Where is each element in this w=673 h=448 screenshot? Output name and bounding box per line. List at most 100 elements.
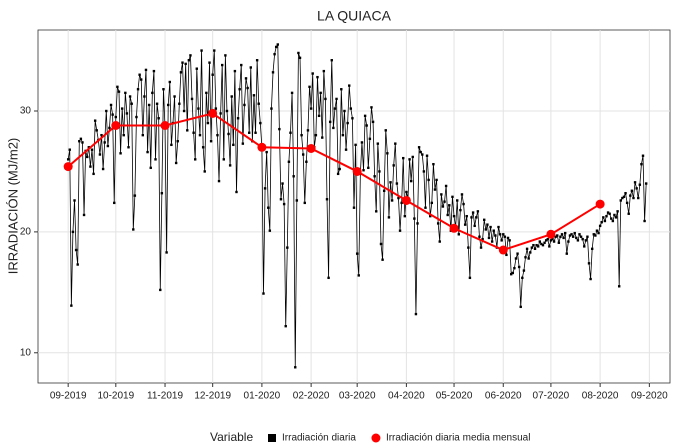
point: [578, 233, 581, 236]
point: [540, 242, 543, 246]
point: [287, 160, 291, 163]
point: [490, 240, 494, 243]
point: [325, 198, 329, 201]
point: [408, 158, 411, 161]
point: [492, 229, 495, 232]
chart-title: LA QUIACA: [317, 8, 392, 24]
point: [621, 196, 624, 200]
point: [546, 237, 549, 241]
point: [498, 245, 508, 255]
point: [174, 161, 178, 165]
point: [314, 133, 318, 137]
point: [240, 63, 243, 67]
point: [346, 121, 349, 125]
x-tick-label: 03-2020: [339, 391, 376, 402]
point: [294, 366, 297, 369]
point: [306, 143, 316, 153]
point: [497, 225, 500, 229]
point: [328, 120, 332, 124]
point: [308, 85, 311, 89]
point: [120, 107, 124, 110]
point: [463, 223, 467, 226]
point: [543, 241, 546, 244]
point: [227, 132, 230, 136]
point: [178, 102, 181, 105]
x-tick-label: 12-2019: [194, 391, 231, 402]
point: [400, 201, 403, 205]
point: [589, 277, 592, 281]
point: [205, 91, 208, 95]
point: [87, 146, 91, 149]
point: [590, 247, 594, 251]
point: [595, 199, 605, 209]
point: [384, 129, 387, 132]
point: [521, 276, 524, 280]
point: [537, 245, 540, 248]
point: [192, 131, 195, 134]
point: [354, 143, 357, 147]
point: [570, 233, 573, 236]
point: [516, 252, 519, 255]
point: [173, 95, 176, 98]
point: [551, 237, 554, 241]
point: [114, 115, 118, 119]
point: [224, 54, 227, 57]
point: [443, 200, 446, 203]
point: [270, 107, 273, 110]
point: [109, 103, 113, 107]
point: [363, 114, 367, 118]
point: [575, 236, 578, 240]
point: [124, 91, 127, 95]
point: [506, 236, 510, 240]
point: [378, 170, 381, 173]
point: [457, 233, 461, 236]
point: [143, 95, 146, 98]
point: [66, 158, 70, 161]
x-tick-label: 09-2020: [631, 391, 668, 402]
point: [206, 121, 210, 125]
point: [614, 216, 618, 219]
point: [610, 217, 613, 220]
point: [197, 107, 200, 110]
point: [583, 245, 586, 248]
point: [430, 201, 434, 205]
point: [475, 216, 478, 219]
point: [471, 211, 475, 214]
point: [106, 144, 110, 148]
point: [351, 117, 354, 120]
point: [398, 229, 402, 232]
point: [113, 201, 116, 205]
y-tick-label: 10: [20, 347, 32, 358]
point: [194, 158, 197, 161]
x-tick-label: 07-2020: [533, 391, 570, 402]
point: [629, 194, 632, 197]
x-tick-label: 01-2020: [244, 391, 281, 402]
point: [149, 166, 152, 170]
point: [352, 206, 356, 209]
point: [597, 231, 600, 235]
point: [357, 274, 360, 277]
point: [459, 208, 462, 212]
point: [468, 276, 472, 280]
point: [473, 224, 476, 228]
point: [633, 181, 637, 184]
point: [141, 133, 145, 137]
point: [397, 196, 400, 200]
point: [295, 199, 299, 202]
point: [371, 120, 375, 124]
point: [321, 136, 324, 139]
point: [382, 189, 386, 192]
point: [640, 162, 643, 166]
point: [638, 183, 642, 186]
point: [184, 62, 187, 66]
point: [421, 153, 424, 156]
point: [608, 212, 611, 215]
point: [538, 240, 541, 243]
point: [257, 102, 260, 105]
point: [241, 142, 245, 145]
point: [441, 205, 445, 208]
point: [125, 112, 129, 115]
point: [559, 235, 562, 238]
point: [394, 142, 397, 145]
point: [249, 66, 252, 69]
